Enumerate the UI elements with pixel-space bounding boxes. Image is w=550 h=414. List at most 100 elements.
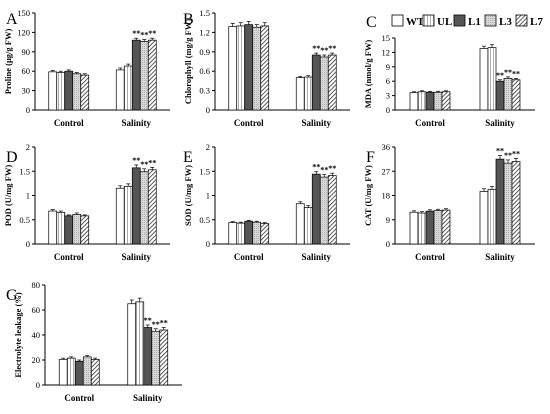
y-tick-label: 9 (386, 62, 390, 72)
y-tick-label: 0.5 (19, 215, 30, 225)
y-tick-label: 1.5 (199, 8, 210, 18)
significance-marker: ** (152, 320, 160, 329)
bar-l7-salinity (159, 329, 169, 386)
bar-ul-control (56, 212, 66, 245)
significance-marker: ** (328, 44, 336, 53)
x-category-label: Control (415, 118, 445, 128)
bar-l3-control (72, 73, 82, 111)
legend: WT UL L1 L3 L7 (391, 14, 543, 28)
y-tick-label: 9 (386, 215, 390, 225)
bar-l1-salinity (311, 54, 321, 111)
y-axis-label: POD (U/mg FW) (3, 165, 13, 227)
panel-a: A 0 30 60 90 120 150 Proline (μg/g FW) Control **… (3, 8, 170, 128)
x-category-label: Salinity (485, 118, 515, 128)
bar-l1-control (244, 24, 254, 111)
x-category-label: Control (415, 252, 445, 262)
y-tick-label: 0 (386, 239, 390, 249)
significance-marker: ** (320, 166, 328, 175)
bar-l1-salinity (495, 158, 505, 245)
y-tick-label: 1.5 (199, 166, 210, 176)
bar-l1-salinity (495, 80, 505, 111)
y-tick-label: 2 (206, 142, 210, 152)
y-tick-label: 0 (386, 105, 390, 115)
bar-l7-control (80, 215, 90, 245)
bar-wt-control (409, 211, 419, 245)
bar-l3-salinity (151, 330, 161, 386)
panel-label: F (366, 149, 375, 166)
bar-l3-salinity (319, 176, 329, 245)
bar-l1-salinity (131, 167, 141, 245)
bar-wt-control (228, 222, 238, 245)
y-tick-label: 1.5 (19, 166, 30, 176)
bar-l3-control (82, 356, 92, 386)
bar-l3-salinity (139, 171, 149, 245)
y-tick-label: 20 (32, 355, 41, 365)
bar-l7-control (441, 209, 451, 245)
panel-g: G 0 20 40 60 80 Electrolyte leakage (%) Control… (6, 280, 182, 403)
bar-ul-control (236, 222, 246, 245)
x-category-label: Control (54, 118, 84, 128)
y-tick-label: 0.6 (199, 66, 210, 76)
significance-marker: ** (504, 68, 512, 77)
y-tick-label: 6 (386, 76, 390, 86)
x-category-label: Control (234, 118, 264, 128)
bar-l7-salinity (511, 79, 521, 111)
y-tick-label: 27 (382, 166, 391, 176)
y-tick-label: 0 (206, 105, 210, 115)
y-tick-label: 0 (26, 239, 30, 249)
x-category-label: Control (234, 252, 264, 262)
y-axis-label: MDA (nmol/g FW) (363, 40, 373, 109)
bar-ul-salinity (123, 185, 133, 245)
y-axis-label: Proline (μg/g FW) (3, 29, 13, 95)
y-tick-label: 120 (17, 27, 30, 37)
y-tick-label: 0 (206, 239, 210, 249)
y-tick-label: 0.3 (199, 86, 210, 96)
bar-ul-salinity (303, 76, 313, 111)
y-tick-label: 150 (17, 8, 30, 18)
x-category-label: Salinity (133, 393, 163, 403)
bar-ul-salinity (123, 65, 133, 111)
bar-wt-salinity (127, 303, 137, 386)
bar-l3-control (252, 221, 262, 245)
bar-l1-control (64, 215, 74, 245)
y-tick-label: 80 (32, 280, 41, 290)
legend-label-l7: L7 (530, 16, 543, 28)
bar-ul-control (417, 91, 427, 111)
y-tick-label: 1 (26, 191, 30, 201)
bar-l3-control (433, 210, 443, 245)
bar-ul-control (417, 212, 427, 245)
significance-marker: ** (312, 44, 320, 53)
bar-l3-control (252, 26, 262, 111)
x-category-label: Control (64, 393, 94, 403)
panel-label: B (183, 11, 194, 28)
y-axis-label: CAT (U/mg FW) (363, 165, 373, 226)
legend-swatch-ul (422, 14, 435, 27)
y-axis-label: Chlorophyll (mg/g FW) (183, 19, 193, 104)
significance-marker: ** (148, 29, 156, 38)
bar-ul-control (236, 25, 246, 111)
y-tick-label: 15 (382, 33, 391, 43)
bar-wt-salinity (479, 191, 489, 245)
y-tick-label: 1.2 (199, 27, 210, 37)
panel-label: G (6, 287, 18, 304)
bar-l1-control (64, 70, 74, 111)
bar-l1-control (244, 220, 254, 245)
bar-l1-control (425, 91, 435, 111)
y-tick-label: 0.9 (199, 47, 210, 57)
bar-ul-salinity (135, 301, 145, 386)
bar-l3-salinity (503, 162, 513, 245)
significance-marker: ** (320, 46, 328, 55)
significance-marker: ** (132, 29, 140, 38)
significance-marker: ** (160, 319, 168, 328)
bar-ul-salinity (487, 188, 497, 245)
bar-l1-control (74, 360, 84, 386)
x-category-label: Salinity (301, 252, 331, 262)
bar-l1-control (425, 210, 435, 245)
x-category-label: Salinity (301, 118, 331, 128)
bar-l3-control (72, 214, 82, 245)
bar-l7-salinity (327, 175, 337, 245)
